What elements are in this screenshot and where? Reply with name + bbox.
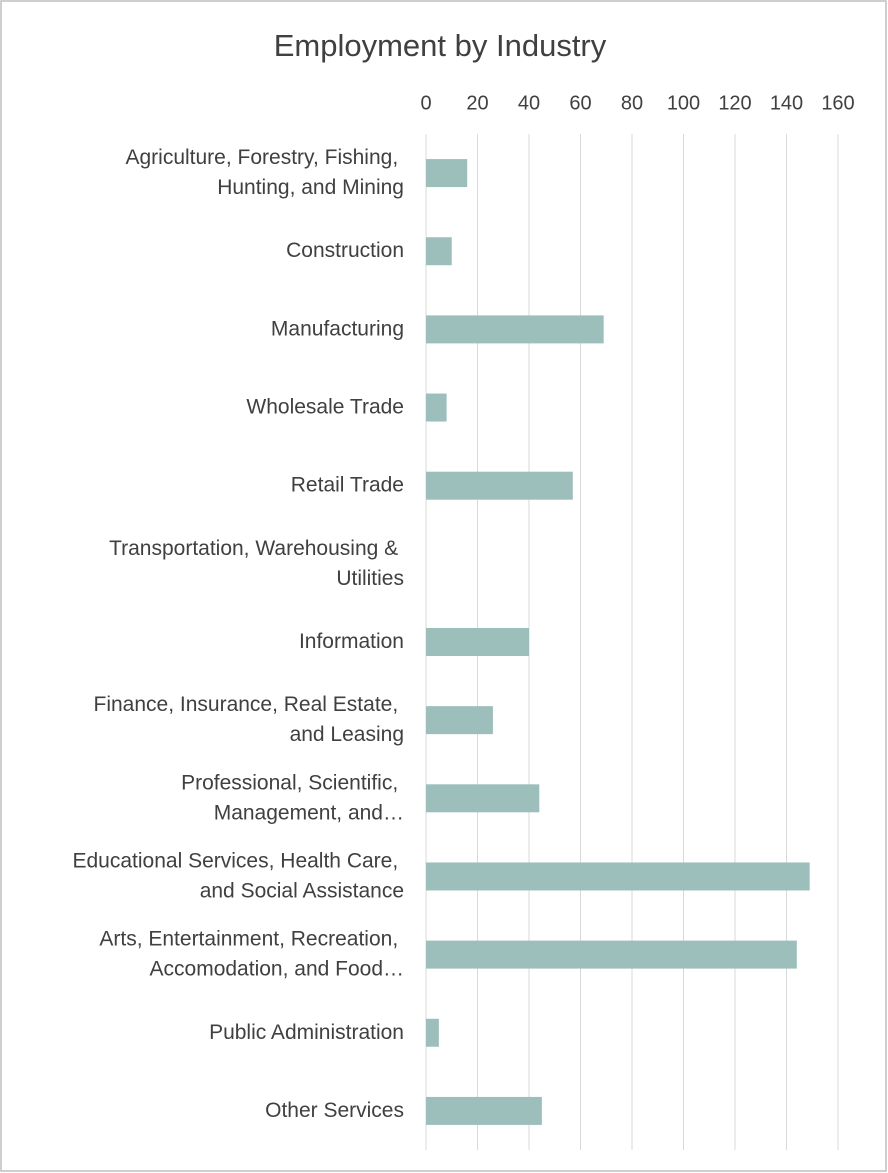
x-tick-label: 80 (621, 92, 643, 114)
x-tick-label: 140 (770, 92, 803, 114)
x-tick-label: 100 (667, 92, 700, 114)
x-tick-label: 40 (518, 92, 540, 114)
bar (426, 237, 452, 266)
bar (426, 471, 573, 500)
y-tick-label: Construction (286, 239, 404, 262)
y-tick-label: Agriculture, Forestry, Fishing, Hunting,… (125, 146, 404, 199)
y-tick-label: Educational Services, Health Care, and S… (73, 849, 405, 902)
y-tick-label: Arts, Entertainment, Recreation, Accomod… (99, 927, 404, 980)
y-tick-label: Information (299, 630, 404, 653)
y-tick-label: Retail Trade (291, 473, 404, 496)
y-tick-label: Professional, Scientific, Management, an… (181, 771, 404, 824)
x-tick-label: 20 (466, 92, 488, 114)
y-tick-label: Transportation, Warehousing & Utilities (109, 536, 404, 589)
bar (426, 784, 540, 813)
bar (426, 940, 797, 969)
x-tick-label: 0 (420, 92, 431, 114)
bar (426, 159, 468, 188)
bar (426, 393, 447, 422)
x-tick-label: 120 (718, 92, 751, 114)
y-tick-label: Wholesale Trade (246, 395, 404, 418)
bar (426, 1096, 542, 1125)
y-tick-label: Finance, Insurance, Real Estate, and Lea… (94, 693, 405, 746)
y-tick-label: Manufacturing (271, 317, 404, 340)
x-tick-label: 60 (569, 92, 591, 114)
chart-title: Employment by Industry (274, 28, 607, 63)
y-tick-label: Public Administration (209, 1020, 404, 1043)
y-tick-label: Other Services (265, 1098, 404, 1121)
bar (426, 315, 604, 344)
bar (426, 706, 493, 735)
bar (426, 1018, 439, 1047)
x-tick-label: 160 (821, 92, 854, 114)
bar (426, 862, 810, 891)
bar (426, 628, 529, 656)
